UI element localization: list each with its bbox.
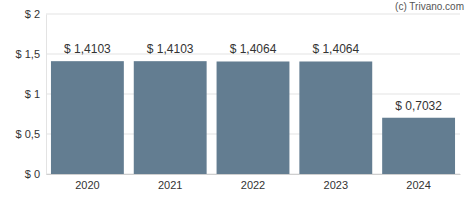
bar: [299, 61, 372, 174]
y-tick: $ 1,5: [16, 48, 46, 60]
y-tick-label: $ 1: [25, 88, 40, 100]
y-tick: $ 0,5: [16, 128, 46, 140]
y-tick-label: $ 2: [25, 8, 40, 20]
grid-line: [46, 14, 460, 15]
x-tick: 2021: [158, 179, 182, 191]
y-tick: $ 0: [25, 168, 46, 180]
x-tick-label: 2023: [324, 179, 348, 191]
data-label: $ 1,4064: [312, 42, 359, 56]
x-tick-label: 2020: [75, 179, 99, 191]
y-tick-label: $ 0,5: [16, 128, 40, 140]
x-tick: 2022: [241, 179, 265, 191]
x-tick: 2020: [75, 179, 99, 191]
y-tick-label: $ 1,5: [16, 48, 40, 60]
annotation: (c) Trivano.com: [395, 1, 464, 12]
grid: [46, 14, 460, 174]
x-axis: 2020 2021 2022 2023 2024: [47, 175, 461, 191]
x-tick-label: 2024: [406, 179, 430, 191]
y-tick-label: $ 0: [25, 168, 40, 180]
y-tick: $ 1: [25, 88, 46, 100]
data-labels: $ 1,4103 $ 1,4103 $ 1,4064 $ 1,4064 $ 0,7032: [64, 42, 442, 113]
bar: [382, 118, 455, 174]
x-tick-label: 2022: [241, 179, 265, 191]
y-axis-line: [46, 15, 47, 175]
plot: $ 0 $ 0,5 $ 1 $ 1,5 $ 2 2020 2021 2022 2023 2024 $…: [16, 8, 461, 191]
y-tick: $ 2: [25, 8, 46, 20]
bar: [217, 61, 290, 174]
x-axis-line: [47, 174, 461, 175]
data-label: $ 1,4064: [230, 42, 277, 56]
bars: [51, 61, 455, 174]
data-label: $ 0,7032: [395, 99, 442, 113]
bar: [51, 61, 124, 174]
bar: [134, 61, 207, 174]
x-tick: 2023: [324, 179, 348, 191]
x-tick-label: 2021: [158, 179, 182, 191]
chart: $ 0 $ 0,5 $ 1 $ 1,5 $ 2 2020 2021 2022 2023 2024 $…: [0, 0, 470, 200]
data-label: $ 1,4103: [64, 42, 111, 56]
x-tick: 2024: [406, 179, 430, 191]
y-axis: $ 0 $ 0,5 $ 1 $ 1,5 $ 2: [16, 8, 47, 180]
data-label: $ 1,4103: [147, 42, 194, 56]
